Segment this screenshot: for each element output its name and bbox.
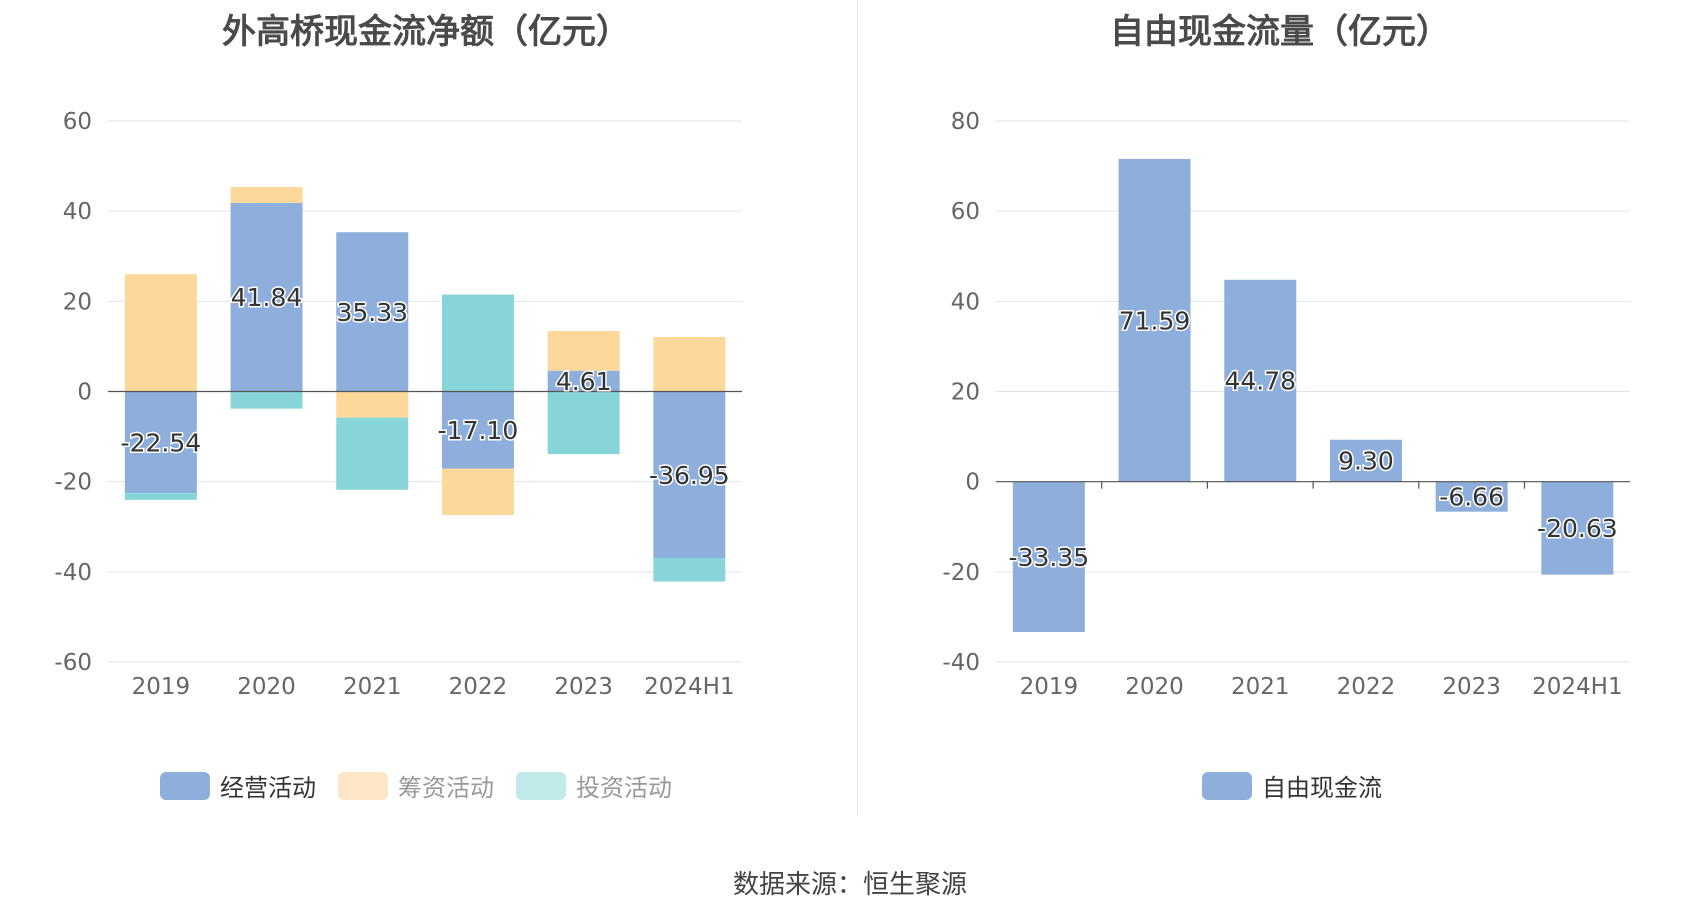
x-tick-label: 2020 bbox=[237, 674, 296, 700]
chart-1: 80 60 40 20 0 -20 -40 -33.35 71.59 44.78 9.30 -6.66… bbox=[942, 109, 1630, 700]
x-tick-label: 2021 bbox=[1231, 674, 1290, 700]
y-tick-label: 20 bbox=[951, 380, 980, 406]
bar-2020-series-0 bbox=[230, 202, 303, 392]
legend-item[interactable]: 经营活动 bbox=[160, 768, 316, 803]
chart-title-free-cashflow: 自由现金流量（亿元） bbox=[1110, 12, 1450, 52]
y-tick-label: -20 bbox=[942, 560, 980, 586]
bar-2022-series-2 bbox=[441, 294, 514, 392]
data-label-2020: 41.84 bbox=[231, 283, 303, 312]
legend-label: 自由现金流 bbox=[1262, 774, 1382, 802]
x-tick-label: 2021 bbox=[343, 674, 402, 700]
legend-item[interactable]: 投资活动 bbox=[516, 768, 672, 803]
x-tick-label: 2024H1 bbox=[1532, 674, 1622, 700]
legend-label: 筹资活动 bbox=[398, 774, 494, 802]
bar-2023-series-2 bbox=[547, 391, 620, 455]
source-note: 数据来源：恒生聚源 bbox=[732, 870, 967, 900]
y-tick-label: -40 bbox=[942, 650, 980, 676]
x-tick-label: 2024H1 bbox=[644, 674, 734, 700]
data-label-2019: -22.54 bbox=[121, 428, 202, 457]
chart-title-cashflow: 外高桥现金流净额（亿元） bbox=[222, 12, 630, 52]
x-tick-label: 2023 bbox=[1442, 674, 1501, 700]
bar-2024H1-series-2 bbox=[653, 558, 726, 582]
y-tick-label: 20 bbox=[63, 289, 92, 315]
bar-2021-series-0 bbox=[1224, 279, 1297, 482]
bar-2020-series-2 bbox=[230, 391, 303, 409]
chart-0: 60 40 20 0 -20 -40 -60 -22.54 41.84 35.33 -17.10 4.… bbox=[54, 109, 742, 700]
bar-2024H1-series-0 bbox=[1541, 481, 1614, 575]
y-tick-label: 0 bbox=[965, 470, 980, 496]
y-tick-label: 60 bbox=[63, 109, 92, 135]
legend-swatch bbox=[1202, 771, 1252, 800]
y-tick-label: -40 bbox=[54, 560, 92, 586]
y-tick-label: 80 bbox=[951, 109, 980, 135]
legend-label: 经营活动 bbox=[220, 774, 316, 802]
bar-2019-series-1 bbox=[124, 274, 197, 392]
y-tick-label: -60 bbox=[54, 650, 92, 676]
data-label-2022: -17.10 bbox=[438, 416, 519, 445]
x-tick-label: 2019 bbox=[1020, 674, 1079, 700]
bar-2024H1-series-1 bbox=[653, 336, 726, 392]
y-tick-label: 0 bbox=[77, 380, 92, 406]
x-tick-label: 2019 bbox=[132, 674, 191, 700]
bar-2019-series-0 bbox=[1012, 481, 1085, 633]
bar-2021-series-0 bbox=[336, 232, 409, 392]
legend-cashflow: 经营活动 筹资活动 投资活动 bbox=[160, 768, 694, 803]
bar-2021-series-1 bbox=[336, 391, 409, 418]
legend-swatch bbox=[160, 771, 210, 800]
legend-swatch bbox=[338, 771, 388, 800]
bar-2022-series-0 bbox=[441, 391, 514, 469]
y-tick-label: 40 bbox=[951, 289, 980, 315]
bar-2021-series-2 bbox=[336, 417, 409, 490]
x-tick-label: 2020 bbox=[1125, 674, 1184, 700]
data-label-2019: -33.35 bbox=[1009, 543, 1090, 572]
bar-2023-series-1 bbox=[547, 331, 620, 371]
bar-2019-series-0 bbox=[124, 391, 197, 494]
bar-2020-series-0 bbox=[1118, 158, 1191, 482]
data-label-2021: 35.33 bbox=[336, 298, 408, 327]
data-label-2020: 71.59 bbox=[1119, 306, 1191, 335]
data-label-2023: -6.66 bbox=[1439, 483, 1504, 512]
legend-item[interactable]: 自由现金流 bbox=[1202, 768, 1382, 803]
legend-label: 投资活动 bbox=[576, 774, 672, 802]
data-label-2021: 44.78 bbox=[1224, 367, 1296, 396]
bar-2022-series-1 bbox=[441, 468, 514, 516]
data-label-2022: 9.30 bbox=[1338, 447, 1394, 476]
bar-2023-series-0 bbox=[547, 370, 620, 392]
y-tick-label: -20 bbox=[54, 470, 92, 496]
legend-item[interactable]: 筹资活动 bbox=[338, 768, 494, 803]
panel-divider bbox=[857, 0, 858, 816]
legend-swatch bbox=[516, 771, 566, 800]
bar-2023-series-0 bbox=[1435, 481, 1508, 512]
y-tick-label: 40 bbox=[63, 199, 92, 225]
bar-2024H1-series-0 bbox=[653, 391, 726, 559]
x-tick-label: 2022 bbox=[1337, 674, 1396, 700]
x-tick-label: 2023 bbox=[554, 674, 613, 700]
bar-2022-series-0 bbox=[1329, 439, 1402, 482]
bar-2020-series-1 bbox=[230, 187, 303, 203]
legend-free-cashflow: 自由现金流 bbox=[1202, 768, 1404, 803]
data-label-2024H1: -36.95 bbox=[649, 461, 730, 490]
data-label-2023: 4.61 bbox=[556, 367, 612, 396]
y-tick-label: 60 bbox=[951, 199, 980, 225]
x-tick-label: 2022 bbox=[449, 674, 508, 700]
data-label-2024H1: -20.63 bbox=[1537, 514, 1618, 543]
bar-2019-series-2 bbox=[124, 493, 197, 500]
